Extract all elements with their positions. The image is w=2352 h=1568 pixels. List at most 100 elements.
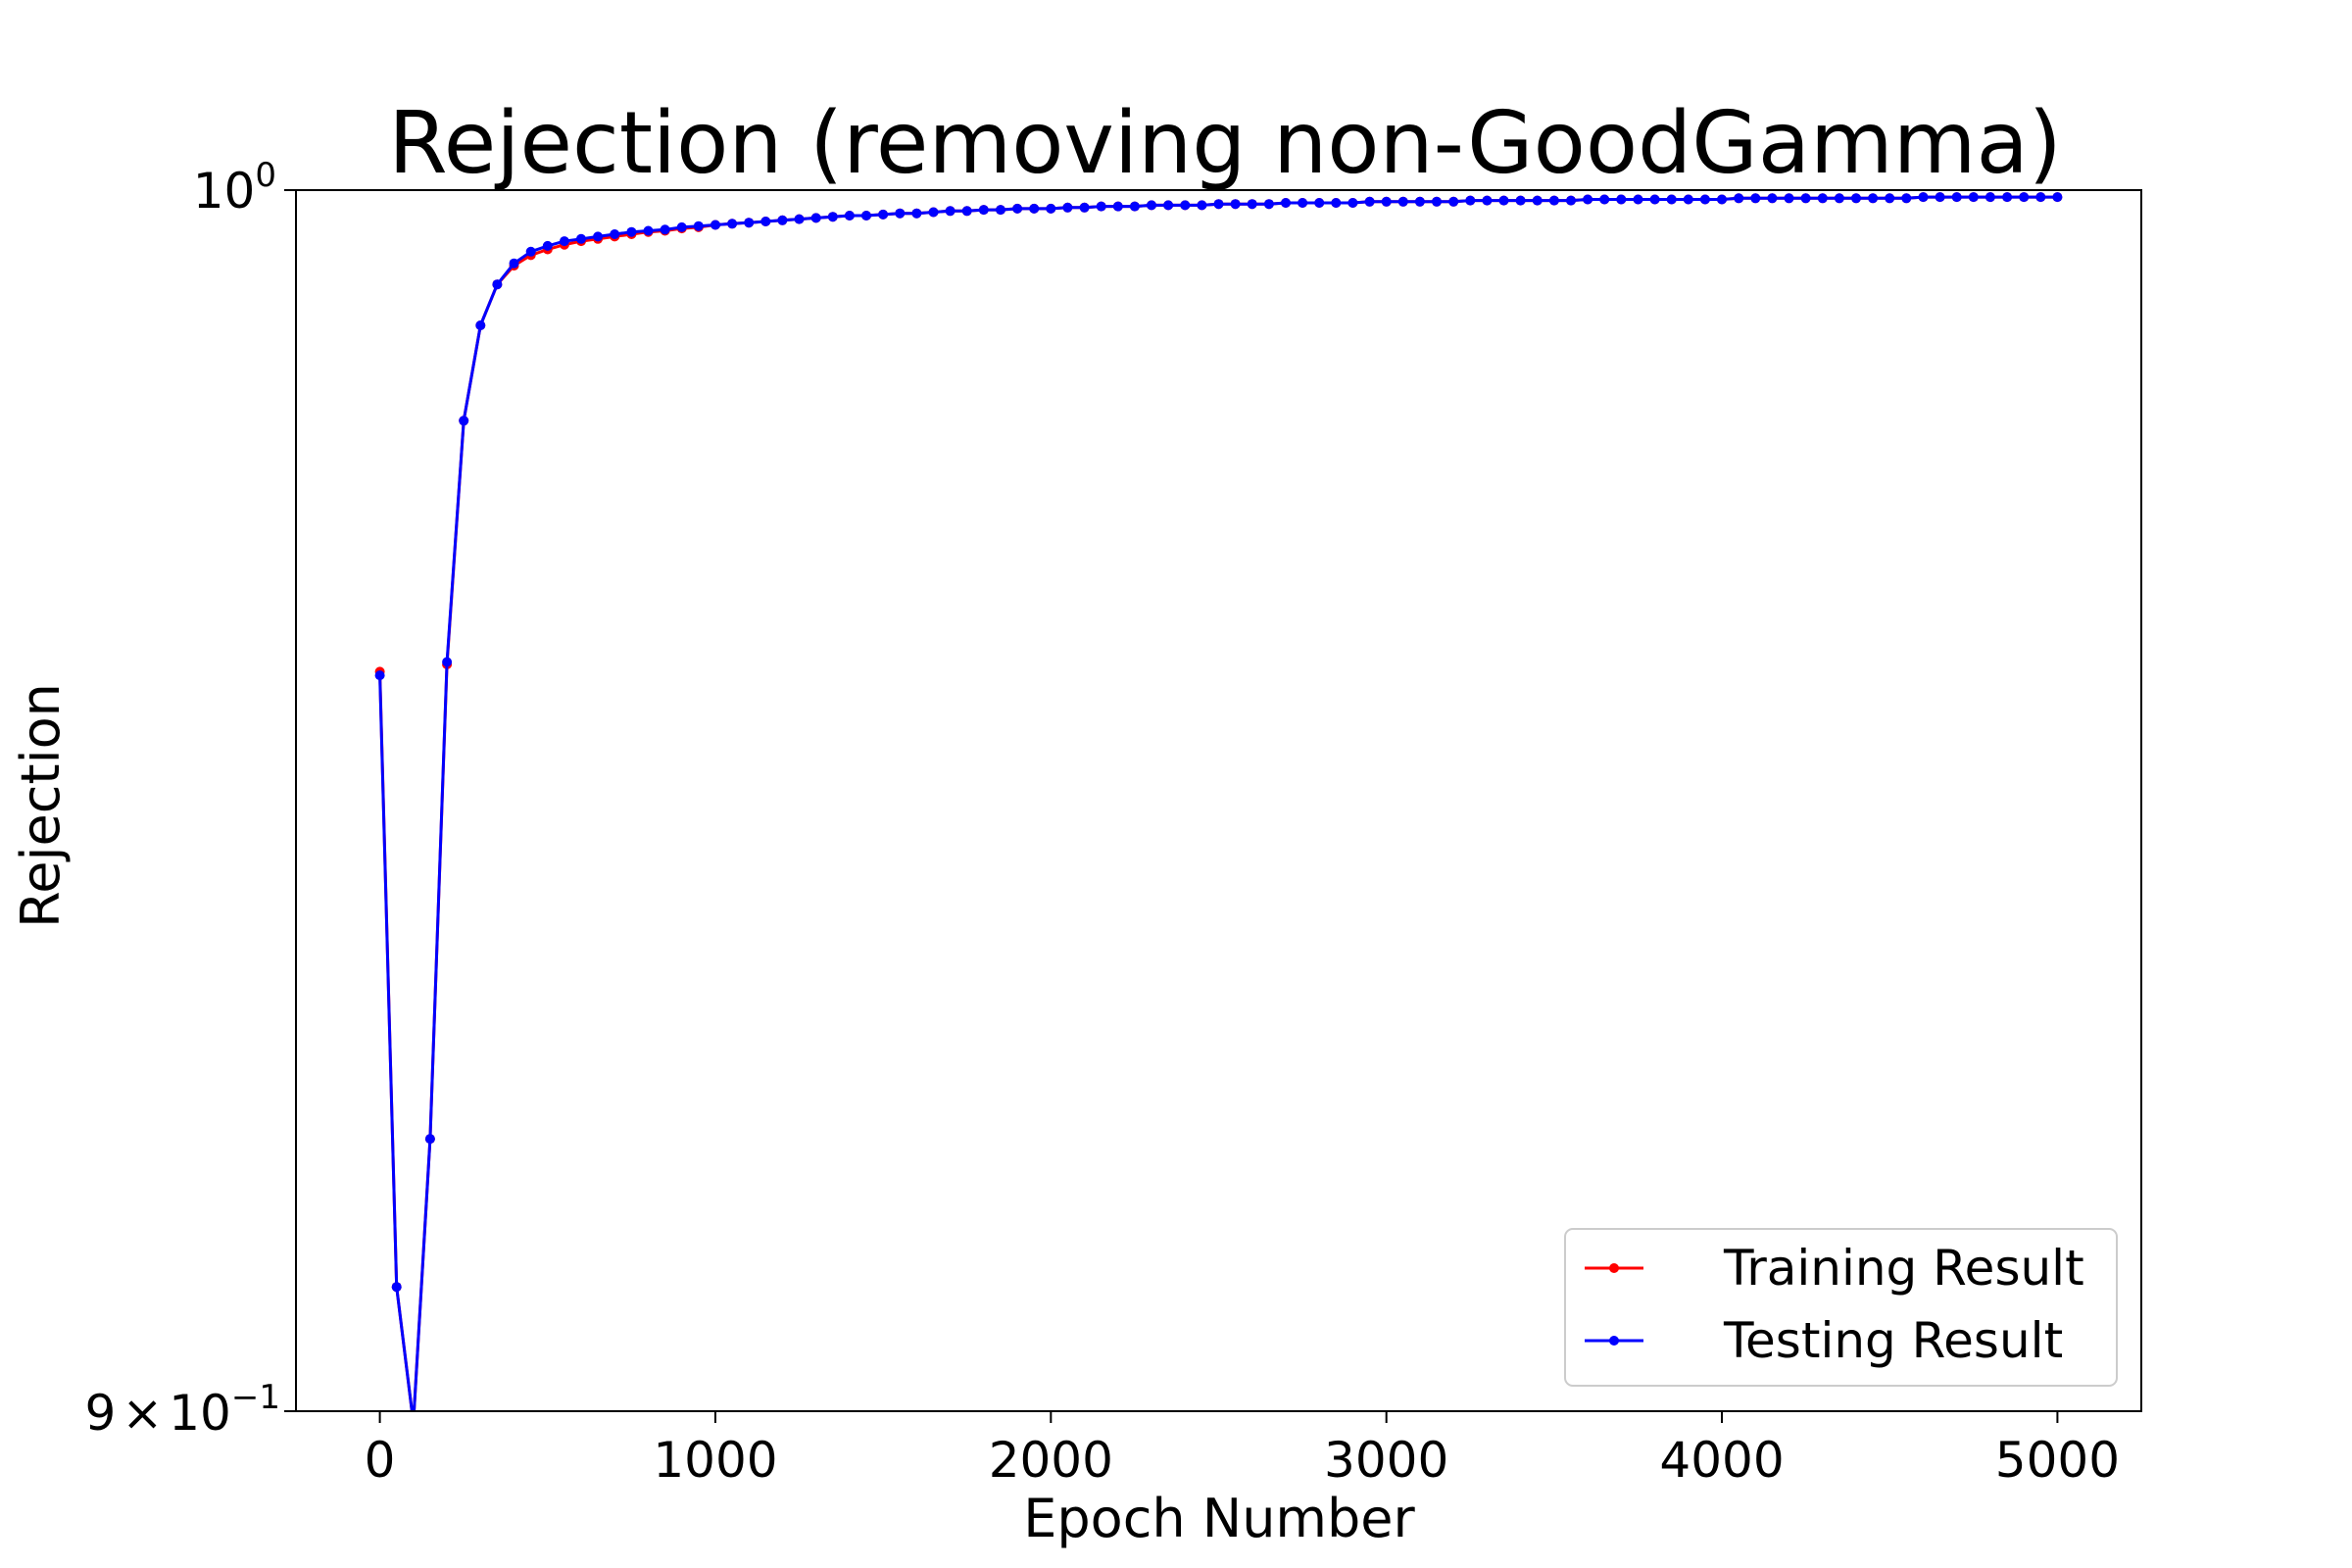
series-1-point-45 (1129, 201, 1140, 212)
y-axis-label: Rejection (10, 683, 72, 928)
series-1-point-50 (1213, 199, 1224, 210)
series-1-point-47 (1163, 200, 1174, 211)
series-1-point-31 (895, 208, 906, 219)
legend-box (1564, 1228, 2118, 1387)
series-1-point-68 (1515, 195, 1526, 206)
series-1-point-75 (1633, 194, 1643, 205)
x-axis-label: Epoch Number (1023, 1488, 1415, 1549)
series-1-point-56 (1314, 198, 1325, 208)
series-1-point-59 (1364, 196, 1375, 207)
series-1-point-54 (1281, 198, 1291, 208)
series-1-point-98 (2019, 192, 2030, 203)
series-1-point-32 (911, 208, 922, 219)
series-1-point-15 (626, 226, 637, 237)
x-tick-label-0: 0 (365, 1432, 396, 1489)
series-1-point-70 (1548, 195, 1559, 206)
series-1-point-21 (727, 219, 738, 229)
series-1-point-57 (1331, 198, 1342, 208)
series-1-point-43 (1096, 201, 1106, 212)
series-1-point-88 (1851, 193, 1861, 204)
series-1-point-63 (1432, 196, 1442, 207)
series-1-point-86 (1817, 193, 1828, 204)
series-1-point-55 (1298, 198, 1308, 208)
series-1-point-48 (1180, 200, 1191, 211)
y-tick-label-bottom: 9 × 10−1 (85, 1378, 280, 1442)
series-1-point-36 (978, 205, 989, 216)
series-1-point-6 (475, 320, 486, 330)
series-1-point-10 (542, 240, 553, 251)
series-1-point-90 (1885, 193, 1895, 204)
x-tick-label-3: 3000 (1324, 1432, 1448, 1489)
series-1-point-14 (610, 229, 620, 239)
series-1-point-29 (861, 211, 871, 220)
series-1-point-3 (424, 1134, 435, 1145)
series-1 (374, 192, 2063, 1411)
series-1-point-82 (1750, 193, 1761, 204)
series-1-point-66 (1482, 195, 1493, 206)
series-1-point-46 (1147, 200, 1156, 211)
series-1-point-85 (1800, 193, 1811, 204)
series-1-point-64 (1448, 196, 1459, 207)
series-1-point-25 (794, 214, 805, 224)
series-1-point-23 (760, 217, 771, 226)
series-1-point-76 (1649, 194, 1660, 205)
legend-testing-marker (1609, 1336, 1619, 1346)
series-1-point-99 (2035, 192, 2046, 203)
series-1-point-52 (1247, 199, 1257, 210)
series-1-point-30 (878, 209, 889, 220)
series-1-point-77 (1666, 194, 1677, 205)
series-1-point-42 (1079, 202, 1090, 213)
x-tick-label-2: 2000 (989, 1432, 1113, 1489)
series-1-point-0 (374, 670, 385, 681)
series-1-point-35 (961, 206, 972, 217)
series-1-point-78 (1683, 194, 1693, 205)
series-1-point-62 (1414, 196, 1425, 207)
series-1-point-91 (1901, 193, 1912, 204)
series-1-point-81 (1734, 193, 1744, 204)
series-1-point-19 (693, 220, 704, 231)
legend: Training Result Testing Result (1564, 1228, 2118, 1387)
series-1-point-16 (643, 225, 654, 236)
series-layer (374, 192, 2063, 1411)
x-tick-label-4: 4000 (1659, 1432, 1784, 1489)
series-1-point-24 (777, 215, 788, 225)
series-1-point-17 (660, 224, 670, 235)
series-1-point-38 (1012, 203, 1023, 214)
legend-testing-label: Testing Result (1723, 1312, 2063, 1369)
series-1-point-8 (509, 258, 519, 269)
series-1-point-80 (1717, 194, 1727, 205)
legend-training-marker (1609, 1263, 1619, 1273)
series-1-point-4 (442, 657, 453, 667)
series-1-point-89 (1868, 193, 1879, 204)
series-1-point-41 (1062, 202, 1073, 213)
series-1-point-94 (1951, 192, 1962, 203)
series-1-point-65 (1465, 195, 1476, 206)
series-1-point-44 (1112, 201, 1123, 212)
series-1-point-27 (827, 212, 838, 222)
y-tick-label-top: 100 (193, 156, 276, 220)
series-1-point-40 (1046, 203, 1056, 214)
series-1-point-12 (576, 233, 586, 244)
series-1-point-28 (844, 211, 855, 220)
series-1-point-39 (1029, 203, 1040, 214)
series-1-point-7 (492, 279, 503, 290)
x-tick-label-1: 1000 (653, 1432, 777, 1489)
series-1-point-92 (1918, 192, 1929, 203)
series-1-point-9 (525, 246, 536, 257)
series-1-point-60 (1381, 196, 1392, 207)
series-1-point-97 (2002, 192, 2013, 203)
series-1-point-79 (1699, 194, 1710, 205)
series-1-point-33 (928, 207, 939, 218)
series-1-point-87 (1834, 193, 1844, 204)
x-axis-ticks: 0 1000 2000 3000 4000 5000 (365, 1411, 2120, 1489)
series-1-point-71 (1566, 195, 1576, 206)
x-tick-label-5: 5000 (1995, 1432, 2120, 1489)
series-1-point-84 (1784, 193, 1794, 204)
series-1-point-37 (996, 205, 1005, 216)
series-1-point-49 (1197, 200, 1207, 211)
series-1-point-61 (1397, 196, 1408, 207)
series-1-point-72 (1583, 194, 1593, 205)
series-1-point-13 (593, 231, 604, 242)
series-1-point-20 (710, 220, 720, 230)
